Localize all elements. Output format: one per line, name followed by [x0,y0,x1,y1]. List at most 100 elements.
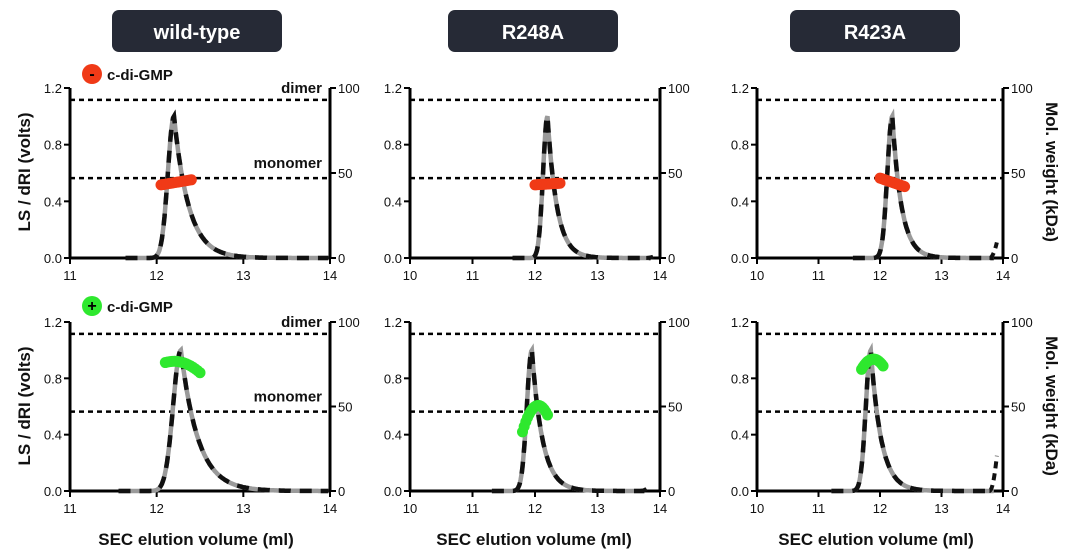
x-tick-label: 13 [590,268,604,283]
plus-label: c-di-GMP [107,299,173,316]
dri-trace [831,342,994,494]
y2-tick-label: 50 [668,166,682,181]
tail-trace [988,455,999,493]
x-tick-label: 12 [149,501,163,516]
y2-tick-label: 50 [338,400,352,415]
y-tick-label: 0.0 [44,251,62,266]
x-axis-title: SEC elution volume (ml) [436,530,632,549]
y-tick-label: 1.2 [44,81,62,96]
legend-minus-cdigmp: - c-di-GMP [82,64,173,84]
column-header-r423a: R423A [790,10,960,52]
x-tick-label: 13 [934,501,948,516]
y-tick-label: 0.8 [384,138,402,153]
y-tick-label: 0.8 [384,371,402,386]
y2-tick-label: 50 [668,400,682,415]
minus-sign: - [89,66,94,83]
tail-trace [639,486,649,493]
y2-tick-label: 50 [338,166,352,181]
dri-trace [118,345,329,494]
x-tick-label: 12 [528,501,542,516]
y-tick-label: 0.0 [384,484,402,499]
y2-tick-label: 100 [338,81,360,96]
tail-trace [646,254,655,260]
y2-tick-label: 0 [1011,484,1018,499]
x-axis-title: SEC elution volume (ml) [778,530,974,549]
y-tick-label: 0.0 [731,251,749,266]
x-tick-label: 10 [750,501,764,516]
column-header-wild-type: wild-type [112,10,282,52]
x-tick-label: 14 [653,501,667,516]
x-tick-label: 14 [653,268,667,283]
dri-trace [852,108,994,261]
x-tick-label: 12 [149,268,163,283]
x-tick-label: 11 [63,268,77,283]
dri-trace [491,343,645,494]
ls-trace [491,343,645,494]
y-tick-label: 0.8 [731,371,749,386]
x-tick-label: 10 [403,268,417,283]
chart-panel-r248a-plus: 0.0 0.4 0.8 1.2 0 50 100 10 11 12 13 14 [384,315,690,516]
y2-tick-label: 100 [668,315,690,330]
y2-tick-label: 100 [668,81,690,96]
y2-tick-label: 0 [668,251,675,266]
x-tick-label: 14 [323,268,337,283]
header-pill [790,10,960,52]
y2-tick-label: 0 [338,251,345,266]
y-tick-label: 0.4 [44,428,62,443]
mw-point [554,177,566,189]
dimer-label: dimer [281,80,322,97]
y2-tick-label: 0 [668,484,675,499]
mw-point [194,367,206,379]
monomer-label: monomer [254,389,323,406]
x-tick-label: 11 [63,501,77,516]
x-tick-label: 11 [466,501,480,516]
y-tick-label: 1.2 [384,315,402,330]
x-tick-label: 11 [466,268,480,283]
header-pill [112,10,282,52]
mw-point [877,360,889,372]
y-tick-label: 0.0 [44,484,62,499]
y-tick-label: 1.2 [731,81,749,96]
y2-tick-label: 0 [338,484,345,499]
x-tick-label: 13 [236,501,250,516]
plus-marker [82,296,102,316]
x-tick-label: 12 [873,501,887,516]
column-title: R248A [502,22,564,44]
ls-trace [831,342,994,494]
ls-trace [852,108,994,261]
y-tick-label: 0.4 [384,428,402,443]
x-tick-label: 11 [812,501,826,516]
x-tick-label: 11 [812,268,826,283]
y2-tick-label: 100 [1011,81,1033,96]
y-tick-label: 0.4 [731,194,749,209]
y2-tick-label: 50 [1011,166,1025,181]
y-axis-left-title-bottom: LS / dRI (volts) [15,347,34,466]
chart-panel-r423a-plus: 0.0 0.4 0.8 1.2 0 50 100 10 11 12 13 14 [731,315,1033,516]
column-title: R423A [844,22,906,44]
header-pill [448,10,618,52]
mw-point [542,409,553,421]
x-tick-label: 13 [590,501,604,516]
x-tick-label: 10 [750,268,764,283]
minus-label: c-di-GMP [107,67,173,84]
x-tick-label: 14 [996,268,1010,283]
minus-marker [82,64,102,84]
x-tick-label: 13 [236,268,250,283]
column-header-r248a: R248A [448,10,618,52]
legend-plus-cdigmp: + c-di-GMP [82,296,173,316]
y-tick-label: 0.4 [44,194,62,209]
mw-point [185,174,197,186]
y-tick-label: 0.8 [44,371,62,386]
ls-trace [118,345,329,494]
plus-sign: + [87,298,96,315]
chart-panel-r248a-minus: 0.0 0.4 0.8 1.2 0 50 100 10 11 12 13 14 [384,81,690,283]
y2-tick-label: 100 [1011,315,1033,330]
y-tick-label: 0.0 [731,484,749,499]
y-tick-label: 0.0 [384,251,402,266]
dimer-label: dimer [281,314,322,331]
y-tick-label: 1.2 [44,315,62,330]
y-tick-label: 0.8 [44,138,62,153]
x-tick-label: 13 [934,268,948,283]
